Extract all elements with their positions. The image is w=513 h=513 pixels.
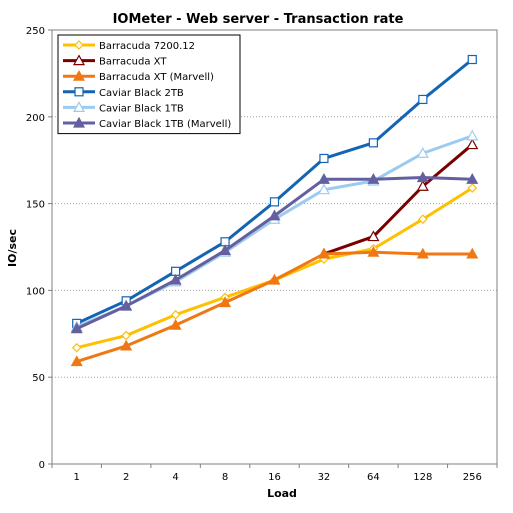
x-tick-label: 4	[172, 472, 178, 483]
legend-label: Caviar Black 1TB (Marvell)	[99, 119, 231, 130]
data-point	[369, 139, 377, 147]
x-tick-label: 32	[318, 472, 331, 483]
legend: Barracuda 7200.12 Barracuda XT Barracuda X…	[58, 35, 240, 134]
legend-label: Caviar Black 2TB	[99, 88, 184, 99]
chart-title: IOMeter - Web server - Transaction rate	[113, 12, 404, 27]
data-point	[419, 95, 427, 103]
x-tick-label: 1	[74, 472, 80, 483]
y-tick-label: 50	[32, 373, 45, 384]
y-tick-label: 100	[26, 286, 45, 297]
y-tick-label: 250	[26, 26, 45, 37]
y-tick-label: 150	[26, 200, 45, 211]
x-tick-label: 2	[123, 472, 129, 483]
data-point	[468, 56, 476, 64]
legend-label: Barracuda XT (Marvell)	[99, 72, 214, 83]
x-tick-label: 128	[413, 472, 432, 483]
y-tick-label: 200	[26, 113, 45, 124]
legend-label: Barracuda XT	[99, 57, 167, 68]
y-axis-label: IO/sec	[6, 229, 19, 267]
x-tick-label: 64	[367, 472, 380, 483]
data-point	[271, 198, 279, 206]
y-tick-label: 0	[39, 460, 45, 471]
legend-marker	[75, 88, 83, 96]
x-tick-label: 256	[463, 472, 482, 483]
legend-label: Caviar Black 1TB	[99, 103, 184, 114]
x-tick-label: 16	[268, 472, 281, 483]
legend-label: Barracuda 7200.12	[99, 41, 195, 52]
x-axis-label: Load	[267, 487, 297, 500]
x-tick-label: 8	[222, 472, 228, 483]
data-point	[320, 154, 328, 162]
